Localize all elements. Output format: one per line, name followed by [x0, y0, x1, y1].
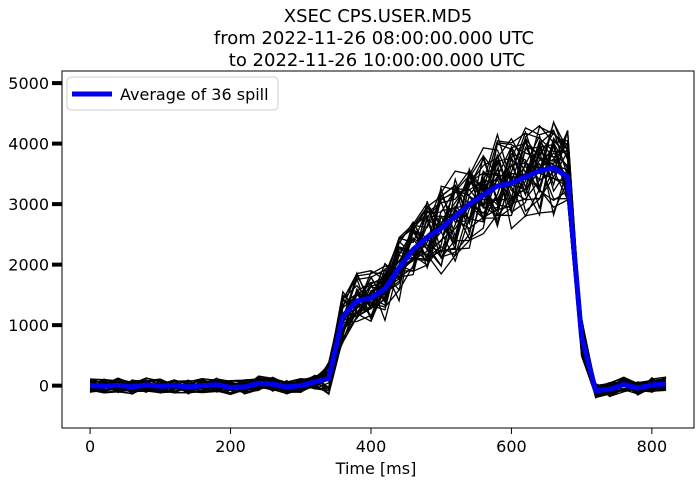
spill-line-30 [89, 131, 667, 395]
spill-line-7 [90, 130, 666, 394]
title-line-3: to 2022-11-26 10:00:00.000 UTC [229, 50, 525, 71]
y-tick-label-4000: 4000 [8, 135, 49, 154]
x-tick-label-600: 600 [496, 437, 527, 456]
spill-line-12 [89, 129, 666, 396]
spill-line-3 [89, 134, 667, 393]
average-line-group [89, 165, 667, 393]
individual-spill-lines [89, 119, 667, 399]
legend-label-average: Average of 36 spill [120, 85, 269, 104]
chart-title: XSEC CPS.USER.MD5 from 2022-11-26 08:00:… [214, 6, 534, 71]
x-tick-label-200: 200 [215, 437, 246, 456]
spill-line-8 [89, 139, 667, 394]
spill-line-4 [89, 143, 667, 394]
y-axis-ticks: 0 1000 2000 3000 4000 5000 [8, 74, 62, 396]
x-tick-label-400: 400 [356, 437, 387, 456]
spill-line-20 [89, 146, 666, 396]
spill-line-10 [89, 130, 666, 394]
y-tick-label-1000: 1000 [8, 316, 49, 335]
title-line-2: from 2022-11-26 08:00:00.000 UTC [214, 28, 534, 49]
spill-line-21 [89, 119, 666, 395]
spill-line-33 [89, 132, 666, 395]
spill-line-1 [89, 130, 667, 395]
x-tick-label-0: 0 [85, 437, 95, 456]
spill-line-32 [90, 125, 666, 394]
x-axis-ticks: 0 200 400 600 800 [85, 428, 667, 456]
x-axis-label: Time [ms] [335, 459, 417, 478]
spill-line-6 [89, 148, 666, 396]
title-line-1: XSEC CPS.USER.MD5 [284, 6, 472, 27]
spill-line-13 [90, 120, 666, 395]
spill-line-11 [89, 139, 667, 393]
spill-line-16 [89, 132, 667, 398]
legend: Average of 36 spill [66, 76, 279, 111]
spill-line-15 [89, 127, 667, 395]
spill-line-26 [89, 137, 667, 393]
y-tick-label-5000: 5000 [8, 74, 49, 93]
spill-line-35 [89, 138, 666, 395]
average-line [89, 165, 667, 393]
y-tick-label-2000: 2000 [8, 256, 49, 275]
spill-line-28 [89, 124, 667, 396]
spill-line-31 [89, 142, 667, 394]
x-tick-label-800: 800 [637, 437, 668, 456]
spill-line-19 [89, 130, 667, 396]
spill-line-25 [89, 159, 666, 397]
plot-frame [61, 70, 695, 429]
spill-line-23 [90, 140, 667, 395]
y-tick-label-0: 0 [39, 377, 49, 396]
spill-line-17 [89, 145, 667, 398]
legend-box [66, 76, 279, 111]
y-tick-label-3000: 3000 [8, 195, 49, 214]
